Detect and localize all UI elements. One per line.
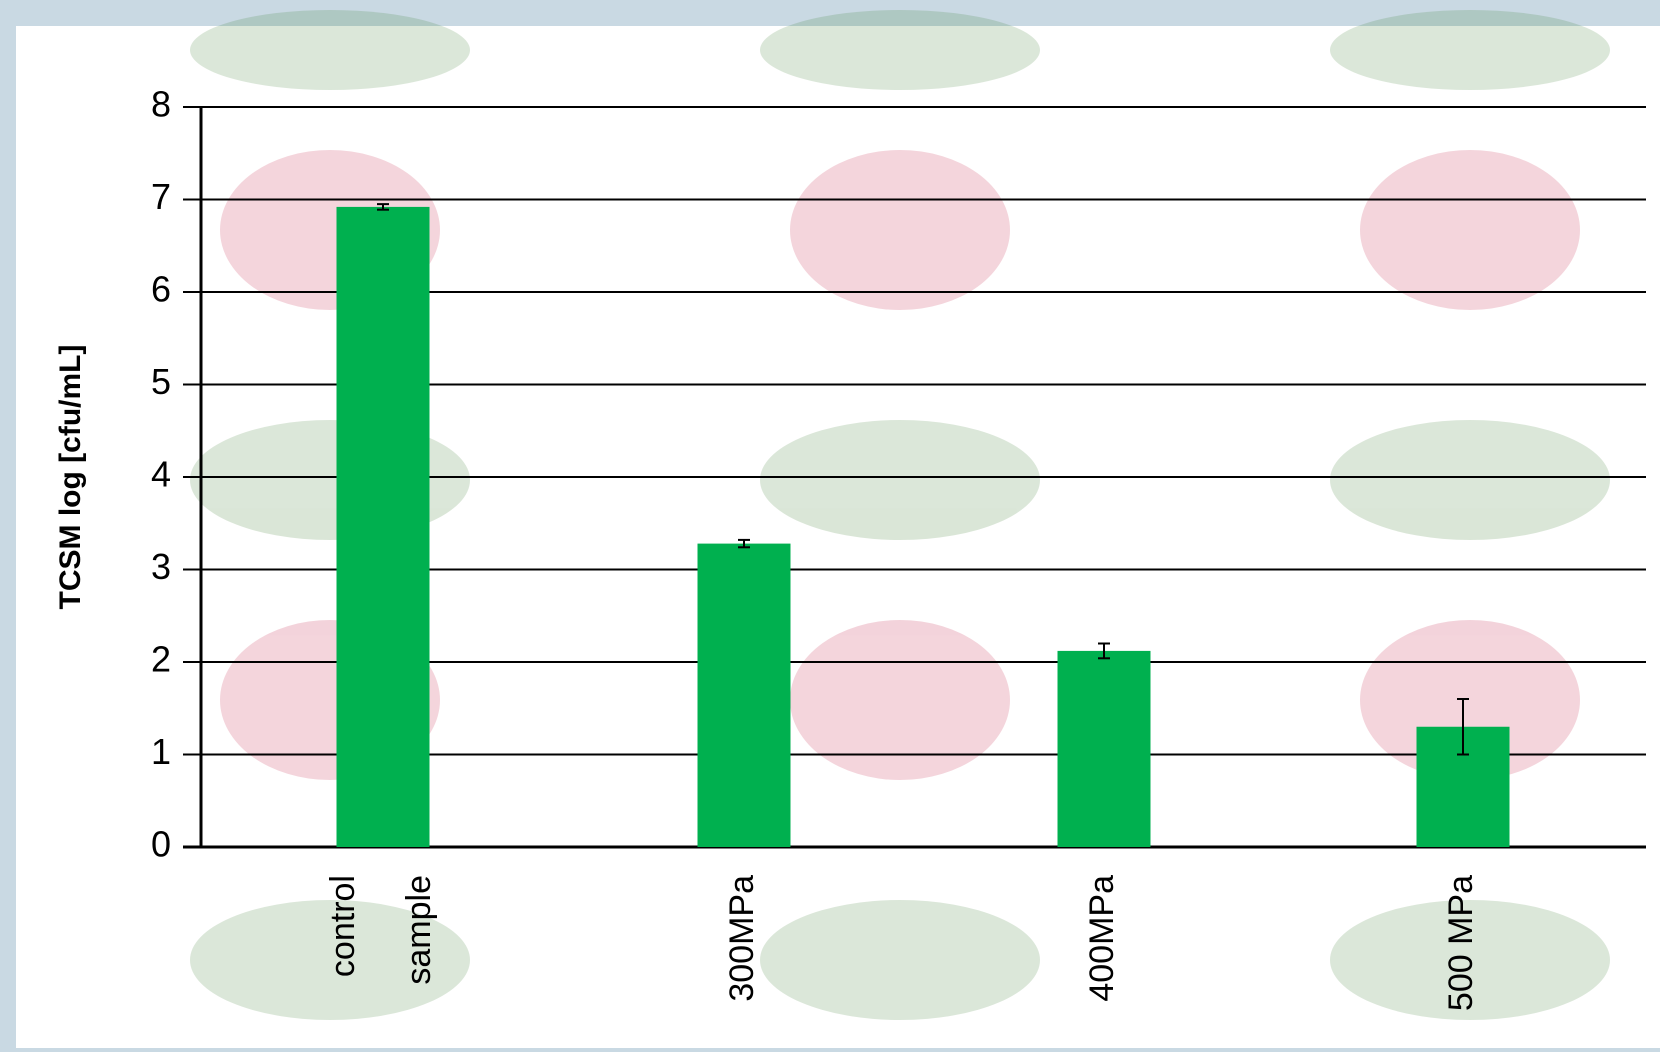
y-tick-label: 2 (151, 639, 171, 680)
page: {"chart_data": {"type": "bar", "y_label"… (0, 0, 1660, 1052)
x-tick-label: 400MPa (1083, 875, 1121, 1002)
y-tick-label: 6 (151, 269, 171, 310)
x-tick-label: 300MPa (723, 875, 761, 1002)
x-tick-label-line: control (324, 875, 362, 977)
y-tick-label: 4 (151, 454, 171, 495)
y-axis-label: TCSM log [cfu/mL] (54, 345, 87, 610)
bar (698, 544, 791, 847)
y-tick-label: 1 (151, 731, 171, 772)
y-tick-label: 5 (151, 361, 171, 402)
chart: TCSM log [cfu/mL] 0 1 2 3 4 5 6 7 8 control sample… (0, 0, 1660, 1052)
y-tick-label: 3 (151, 546, 171, 587)
x-tick-label: 500 MPa (1442, 875, 1480, 1011)
bar (337, 207, 430, 847)
y-tick-label: 8 (151, 84, 171, 125)
x-tick-label-line: sample (400, 875, 438, 985)
y-tick-label: 0 (151, 824, 171, 865)
bar (1058, 651, 1151, 847)
y-tick-label: 7 (151, 176, 171, 217)
